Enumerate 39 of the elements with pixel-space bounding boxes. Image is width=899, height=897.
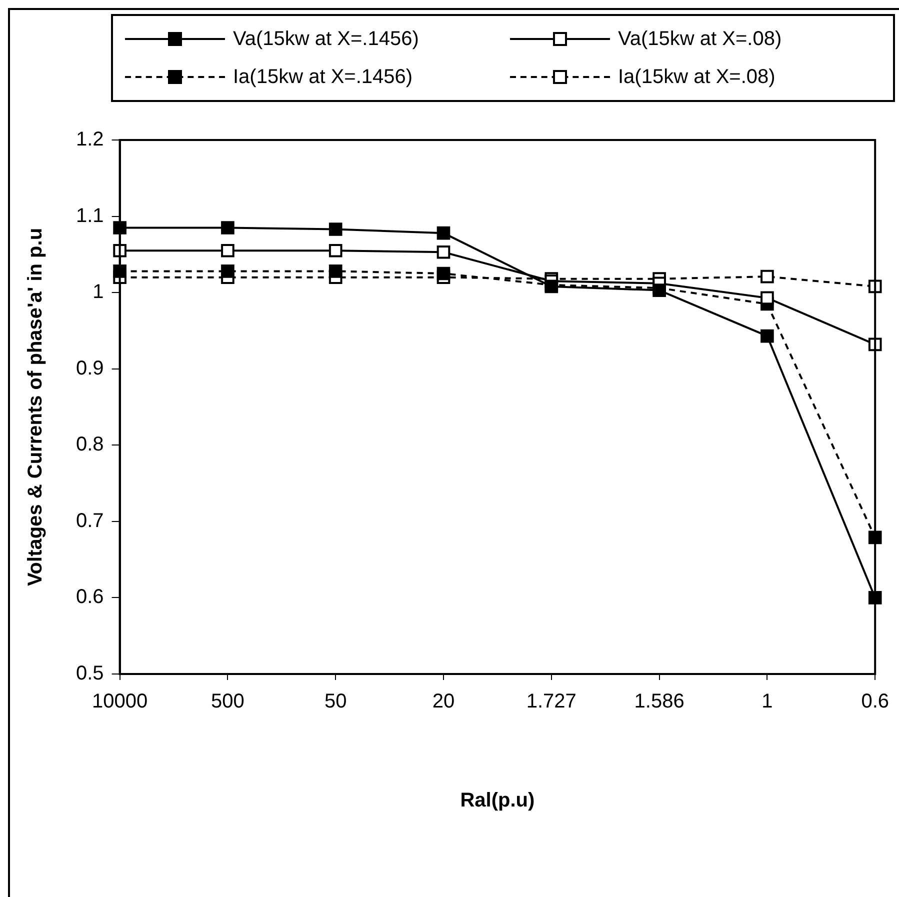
- point: [328, 244, 342, 258]
- point: [868, 591, 882, 604]
- point: [221, 221, 234, 234]
- legend-label: Va(15kw at X=.08): [618, 28, 782, 50]
- legend-label: Va(15kw at X=.1456): [233, 28, 419, 50]
- y-tick-label: 0.6: [76, 586, 104, 608]
- y-tick-label: 1: [92, 281, 104, 304]
- point: [436, 266, 450, 280]
- point: [652, 284, 666, 297]
- point: [221, 244, 234, 258]
- point: [436, 226, 450, 240]
- y-tick-label: 0.5: [76, 662, 104, 685]
- legend-label: Ia(15kw at X=.08): [618, 66, 776, 88]
- point: [760, 291, 774, 305]
- x-tick-label: 10000: [92, 690, 148, 713]
- point: [760, 329, 774, 343]
- x-tick-label: 1: [762, 690, 773, 713]
- point: [221, 264, 234, 278]
- x-tick-label: 0.6: [861, 690, 890, 713]
- x-axis-title: Ral(p.u): [460, 790, 535, 812]
- legend-label: Ia(15kw at X=.1456): [233, 66, 413, 88]
- x-tick-label: 500: [211, 690, 244, 713]
- point: [436, 245, 450, 259]
- point: [328, 264, 342, 278]
- point: [760, 270, 774, 284]
- y-tick-label: 0.8: [76, 434, 104, 456]
- y-tick-label: 1.2: [76, 128, 104, 151]
- point: [113, 221, 126, 234]
- point: [113, 244, 126, 258]
- y-tick-label: 1.1: [76, 204, 104, 227]
- x-tick-label: 1.727: [526, 690, 576, 713]
- y-tick-label: 0.7: [76, 510, 104, 532]
- point: [328, 222, 342, 236]
- x-tick-label: 1.586: [634, 690, 684, 713]
- x-tick-label: 20: [432, 690, 455, 713]
- y-tick-label: 0.9: [76, 357, 104, 380]
- y-axis-title: Voltages & Currents of phase'a' in p.u: [24, 228, 47, 586]
- x-tick-label: 50: [324, 690, 347, 713]
- point: [113, 264, 126, 278]
